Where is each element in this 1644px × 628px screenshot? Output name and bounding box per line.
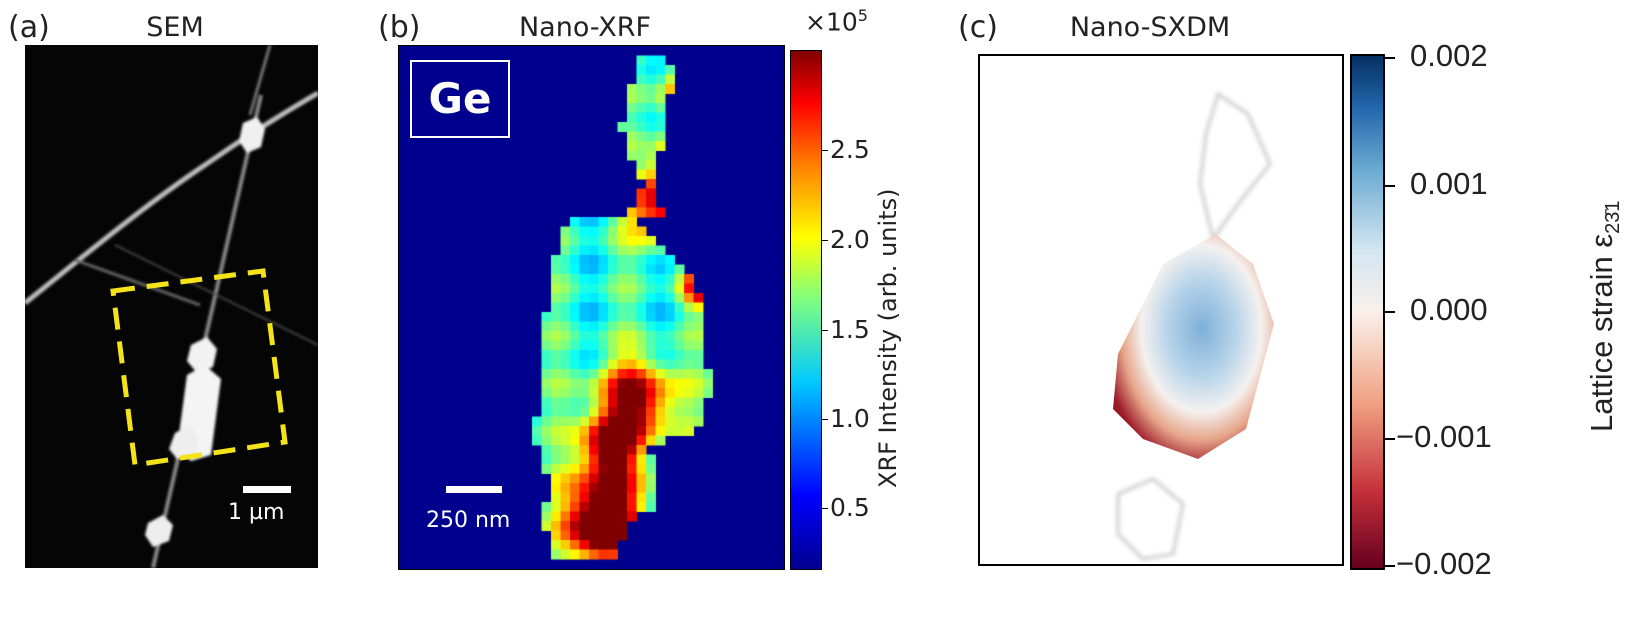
tick-mark <box>822 240 828 241</box>
xrf-map <box>398 45 785 570</box>
tick-mark <box>822 330 828 331</box>
panel-b-scale-label: 250 nm <box>426 508 511 533</box>
strain-label-text: Lattice strain ε <box>1584 233 1619 432</box>
tick-mark <box>822 508 828 509</box>
xrf-colorbar-tick: 2.0 <box>830 225 870 254</box>
tick-mark <box>822 150 828 151</box>
strain-colorbar-label: Lattice strain ε23̄1 <box>1584 200 1625 432</box>
panel-c-title: Nano-SXDM <box>1069 12 1231 43</box>
xrf-colorbar-tick: 1.0 <box>830 404 870 433</box>
scale-bar <box>243 486 291 493</box>
sxdm-map <box>978 54 1344 566</box>
exponent: 5 <box>857 6 868 25</box>
xrf-colorbar <box>790 50 822 570</box>
xrf-colorbar-tick: 2.5 <box>830 135 870 164</box>
strain-colorbar-tick: −0.001 <box>1396 419 1492 454</box>
strain-colorbar-tick: 0.000 <box>1410 292 1488 327</box>
strain-colorbar-tick: 0.002 <box>1410 38 1488 73</box>
strain-colorbar <box>1350 54 1385 570</box>
panel-b-label: (b) <box>378 10 421 45</box>
colorbar-multiplier: ×105 <box>805 6 868 36</box>
strain-label-subscript: 23̄1 <box>1602 200 1625 234</box>
tick-mark <box>1385 185 1395 187</box>
xrf-colorbar-label: XRF Intensity (arb. units) <box>874 188 902 488</box>
panel-b-title: Nano-XRF <box>518 12 652 43</box>
scale-bar <box>446 486 502 493</box>
panel-a-title: SEM <box>146 12 204 43</box>
tick-mark <box>1385 57 1395 59</box>
strain-colorbar-tick: 0.001 <box>1410 166 1488 201</box>
multiplier: ×10 <box>805 7 858 37</box>
xrf-colorbar-tick: 1.5 <box>830 315 870 344</box>
tick-mark <box>822 419 828 420</box>
tick-mark <box>1385 438 1395 440</box>
highlight-box <box>110 268 288 468</box>
xrf-colorbar-tick: 0.5 <box>830 493 870 522</box>
panel-a-scale-label: 1 µm <box>228 500 285 525</box>
panel-a-label: (a) <box>8 10 50 45</box>
sem-image <box>25 45 318 568</box>
panel-c-label: (c) <box>958 10 998 45</box>
element-label: Ge <box>410 60 510 138</box>
tick-mark <box>1385 565 1395 567</box>
tick-mark <box>1385 311 1395 313</box>
strain-colorbar-tick: −0.002 <box>1396 546 1492 581</box>
